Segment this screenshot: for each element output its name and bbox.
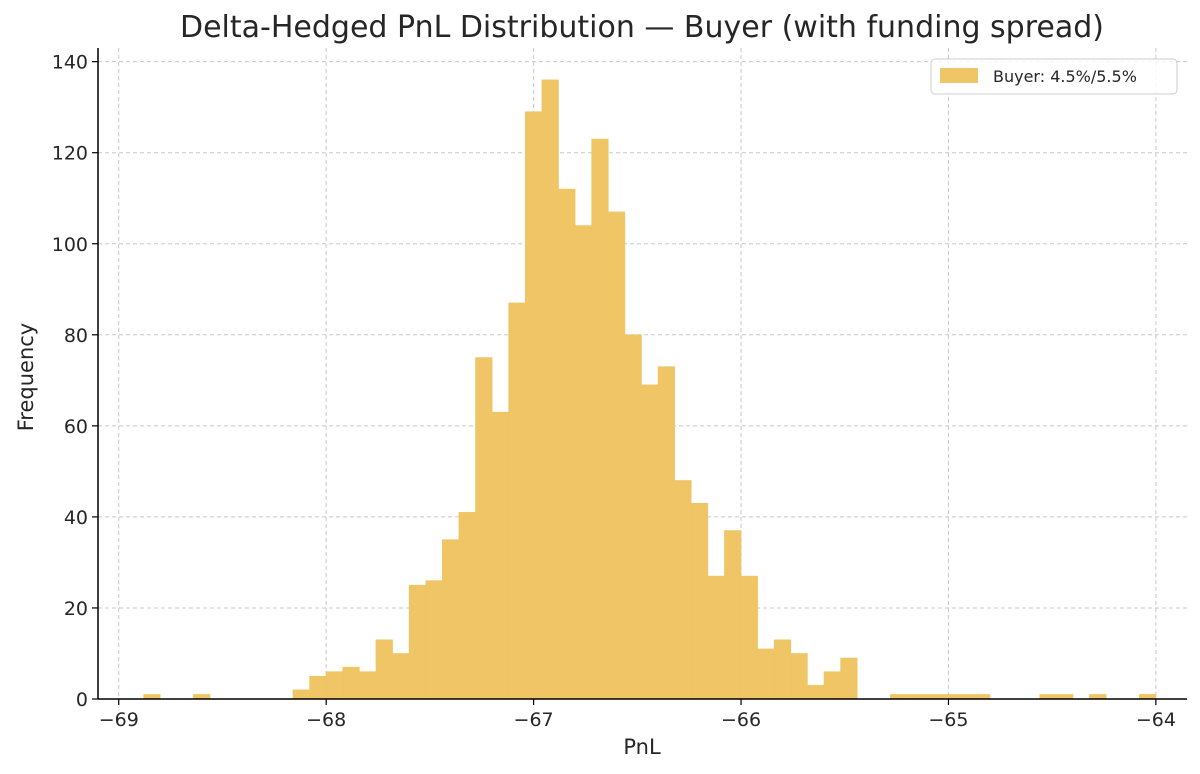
x-tick-label: −68 [306,709,346,731]
y-tick-label: 140 [52,52,88,74]
histogram-bar [442,539,460,700]
histogram-bar [325,671,344,700]
histogram-bar [425,580,443,700]
histogram-bar [525,111,543,700]
histogram-bar [591,138,609,700]
histogram-bar [558,188,576,700]
y-tick-label: 20 [64,598,88,620]
histogram-bar [724,530,742,700]
histogram-bar [674,480,692,700]
y-axis-label: Frequency [14,323,38,432]
legend-entry-label: Buyer: 4.5%/5.5% [993,67,1137,86]
histogram-bar [375,639,393,700]
y-axis-ticks: 0 20 40 60 80 100 120 140 [52,52,98,711]
histogram-bar [773,639,792,700]
x-tick-label: −65 [928,709,968,731]
histogram-bar [309,675,327,700]
y-tick-label: 40 [64,507,88,529]
legend-swatch [940,68,978,83]
legend: Buyer: 4.5%/5.5% [930,58,1178,95]
histogram-bar [624,334,642,700]
histogram-bar [607,211,626,700]
histogram-bar [657,366,675,700]
histogram-bar [823,671,841,700]
histogram-bar [840,657,858,700]
histogram-bar [508,302,526,700]
chart-title: Delta-Hedged PnL Distribution — Buyer (w… [180,10,1104,45]
y-tick-label: 80 [64,325,88,347]
histogram-bar [359,671,377,700]
histogram-bar [740,575,758,700]
histogram-bar [392,653,410,700]
histogram-bar [491,411,510,700]
histogram-bars [143,79,1157,700]
x-tick-label: −64 [1136,709,1176,731]
histogram-bar [707,575,725,700]
histogram-bar [541,79,559,700]
y-tick-label: 60 [64,416,88,438]
histogram-bar [292,689,310,700]
histogram-bar [574,225,592,700]
histogram-bar [458,512,476,700]
histogram-bar [807,685,825,700]
x-tick-label: −67 [514,709,554,731]
histogram-bar [757,648,775,700]
y-tick-label: 100 [52,234,88,256]
histogram-bar [342,666,360,700]
y-tick-label: 0 [76,689,88,711]
x-axis-ticks: −69 −68 −67 −66 −65 −64 [99,699,1176,731]
histogram-bar [690,502,709,700]
x-tick-label: −66 [721,709,761,731]
histogram-bar [641,384,659,700]
histogram-bar [475,357,493,700]
histogram-bar [408,584,427,700]
histogram-bar [790,653,808,700]
legend-box [930,58,1178,95]
x-axis-label: PnL [623,735,661,759]
x-tick-label: −69 [99,709,139,731]
y-tick-label: 120 [52,143,88,165]
